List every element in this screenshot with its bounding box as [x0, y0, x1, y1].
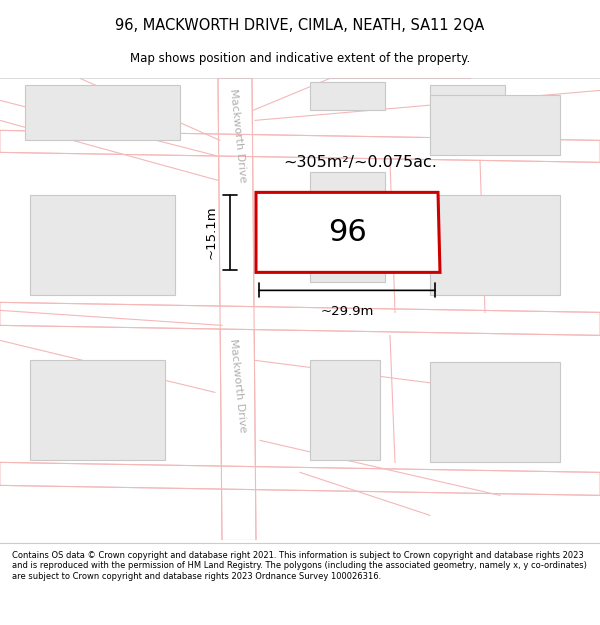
Bar: [310, 361, 380, 461]
Text: Mackworth Drive: Mackworth Drive: [228, 88, 248, 183]
Bar: [30, 196, 175, 296]
Text: 96: 96: [329, 218, 367, 247]
Bar: [430, 86, 505, 126]
Text: Contains OS data © Crown copyright and database right 2021. This information is : Contains OS data © Crown copyright and d…: [12, 551, 587, 581]
Text: ~15.1m: ~15.1m: [205, 206, 218, 259]
Bar: [310, 82, 385, 111]
Polygon shape: [256, 192, 440, 272]
Text: Map shows position and indicative extent of the property.: Map shows position and indicative extent…: [130, 52, 470, 65]
Text: 96, MACKWORTH DRIVE, CIMLA, NEATH, SA11 2QA: 96, MACKWORTH DRIVE, CIMLA, NEATH, SA11 …: [115, 18, 485, 32]
Polygon shape: [0, 462, 600, 496]
Polygon shape: [0, 302, 600, 336]
Bar: [30, 361, 165, 461]
Text: Mackworth Drive: Mackworth Drive: [228, 338, 248, 433]
Text: ~29.9m: ~29.9m: [320, 306, 374, 318]
Bar: [430, 196, 560, 296]
Bar: [430, 96, 560, 156]
Polygon shape: [0, 131, 600, 162]
Bar: [310, 173, 385, 282]
Polygon shape: [218, 78, 256, 541]
Bar: [430, 362, 560, 462]
Text: ~305m²/~0.075ac.: ~305m²/~0.075ac.: [283, 156, 437, 171]
Bar: [25, 86, 180, 141]
